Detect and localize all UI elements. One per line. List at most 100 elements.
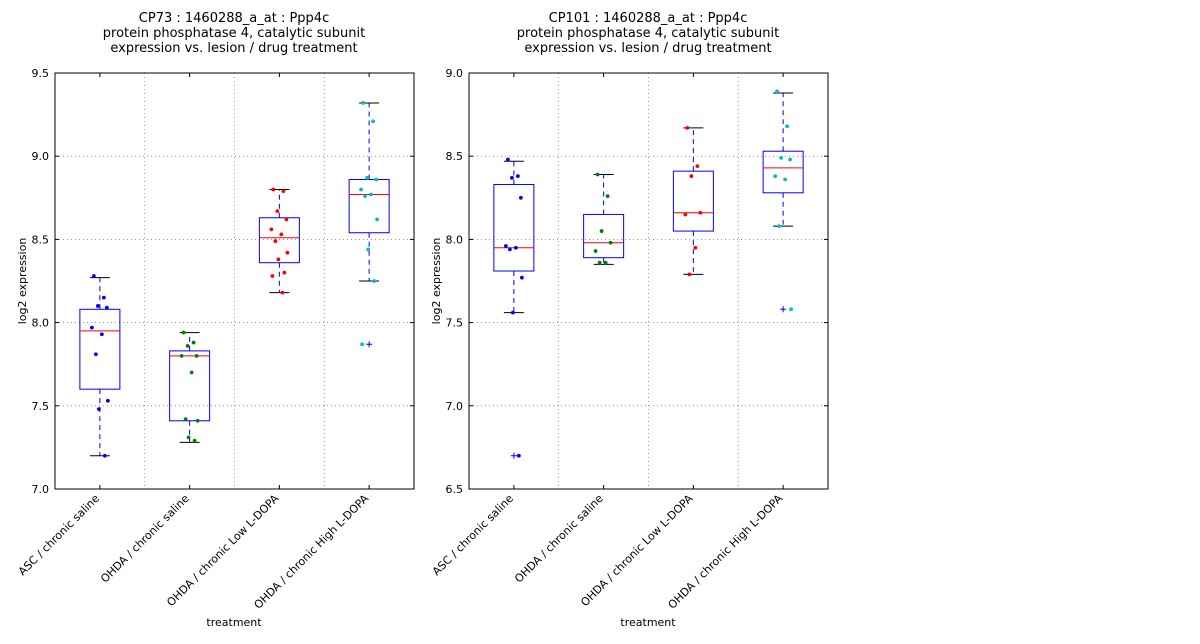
data-point [595, 172, 600, 177]
box-iqr [762, 150, 804, 194]
y-tick-label: 7.0 [446, 400, 464, 413]
data-point [273, 239, 278, 243]
box-iqr [348, 178, 390, 234]
data-point [183, 417, 188, 422]
data-point [372, 279, 377, 283]
box-iqr [258, 217, 300, 264]
y-tick-label: 8.5 [446, 150, 464, 163]
box-iqr [169, 350, 211, 422]
chart-title-line-3: expression vs. lesion / drug treatment [524, 41, 771, 56]
data-point [181, 330, 186, 335]
box-3 [672, 127, 714, 275]
data-point [195, 418, 200, 423]
box-4 [348, 102, 390, 348]
y-tick-label: 7.5 [32, 400, 50, 413]
data-point [599, 229, 604, 233]
box-iqr [583, 213, 625, 259]
box-2 [169, 332, 211, 443]
box-1 [79, 277, 121, 457]
data-point [96, 407, 101, 412]
flier-marker [510, 452, 517, 459]
data-point [359, 187, 364, 192]
data-point [89, 325, 94, 330]
plot-area-frame [54, 72, 415, 490]
y-tick-label: 9.5 [32, 67, 50, 80]
data-point [366, 247, 371, 252]
data-point [284, 217, 289, 222]
data-point [360, 342, 365, 347]
chart-title-line-1: CP101 : 1460288_a_at : Ppp4c [549, 11, 748, 26]
chart-title-line-3: expression vs. lesion / drug treatment [110, 41, 357, 56]
y-tick-label: 8.5 [32, 233, 50, 246]
data-point [685, 126, 690, 130]
data-point [510, 310, 515, 315]
data-point [371, 119, 376, 124]
data-point [194, 353, 199, 358]
data-point [779, 155, 784, 160]
data-point [365, 175, 370, 180]
data-point [95, 304, 100, 308]
data-point [91, 274, 96, 278]
y-tick-label: 8.0 [32, 317, 50, 330]
data-point [695, 164, 700, 169]
data-point [505, 157, 510, 162]
data-point [285, 250, 290, 255]
plot-area-frame [468, 72, 829, 490]
data-point [276, 257, 281, 262]
data-point [597, 260, 602, 265]
data-point [269, 227, 274, 232]
y-tick-label: 7.0 [32, 483, 50, 496]
chart-title-line-2: protein phosphatase 4, catalytic subunit [103, 26, 365, 41]
y-tick-label: 7.5 [446, 317, 464, 330]
data-point [687, 272, 692, 277]
box-4 [762, 92, 804, 313]
chart-title-line-2: protein phosphatase 4, catalytic subunit [517, 26, 779, 41]
data-point [361, 101, 366, 105]
data-point [99, 332, 104, 337]
data-point [515, 174, 520, 179]
box-iqr [79, 308, 121, 390]
x-tick-label: OHDA / chronic saline [512, 492, 606, 586]
data-point [689, 174, 694, 179]
y-axis-label: log2 expression [430, 238, 443, 325]
data-point [93, 352, 98, 357]
data-point [775, 89, 780, 94]
data-point [191, 340, 196, 345]
data-point [280, 290, 285, 295]
flier-marker [780, 306, 787, 313]
data-point [507, 247, 512, 252]
chart-title-line-1: CP73 : 1460288_a_at : Ppp4c [139, 11, 329, 26]
data-point [513, 245, 518, 250]
data-point [186, 435, 191, 440]
data-point [593, 249, 598, 253]
data-point [185, 343, 190, 348]
data-point [777, 224, 782, 228]
box-iqr [493, 183, 535, 272]
y-tick-label: 9.0 [446, 67, 464, 80]
data-point [503, 244, 508, 248]
y-tick-label: 6.5 [446, 483, 464, 496]
data-point [605, 194, 610, 199]
data-point [363, 194, 368, 199]
data-point [281, 189, 286, 194]
data-point [102, 453, 107, 458]
data-point [374, 177, 379, 182]
y-tick-label: 9.0 [32, 150, 50, 163]
data-point [509, 175, 514, 180]
data-point [608, 240, 613, 245]
x-tick-label: ASC / chronic saline [430, 492, 516, 578]
data-point [369, 192, 374, 197]
box-iqr [672, 170, 714, 232]
data-point [603, 260, 608, 265]
data-point [789, 307, 794, 312]
data-point [785, 124, 790, 129]
data-point [773, 174, 778, 179]
data-point [279, 232, 284, 237]
data-point [518, 195, 523, 200]
data-point [101, 295, 106, 300]
data-point [516, 453, 521, 458]
